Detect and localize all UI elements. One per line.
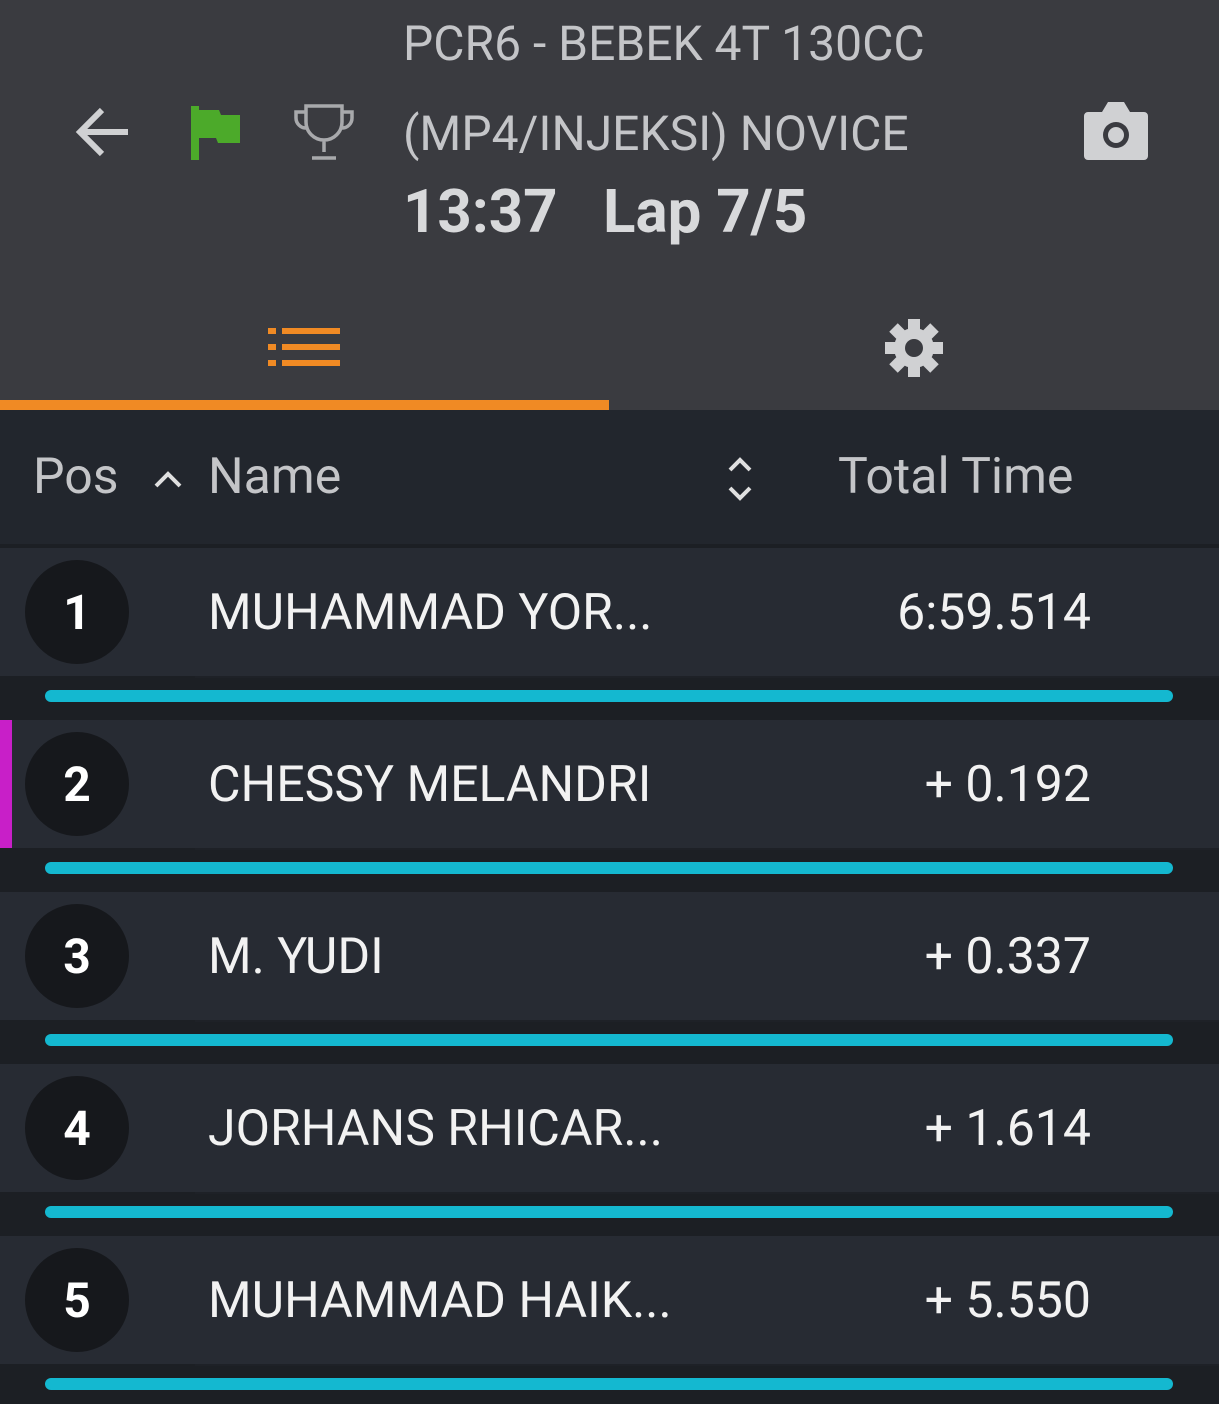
total-time: + 5.550 bbox=[924, 1272, 1091, 1330]
rider-name: MUHAMMAD HAIK... bbox=[208, 1272, 672, 1330]
total-time: + 1.614 bbox=[924, 1100, 1091, 1158]
rider-name: MUHAMMAD YOR... bbox=[208, 584, 653, 642]
flag-icon[interactable] bbox=[188, 104, 244, 162]
result-row[interactable]: 3 M. YUDI + 0.337 bbox=[0, 892, 1219, 1060]
position-badge: 5 bbox=[25, 1248, 129, 1352]
table-header bbox=[0, 410, 1219, 544]
row-separator bbox=[195, 1020, 1219, 1022]
sort-asc-icon[interactable] bbox=[150, 468, 186, 492]
row-separator bbox=[195, 1364, 1219, 1366]
row-background bbox=[0, 548, 1219, 676]
camera-button[interactable] bbox=[1082, 100, 1150, 162]
total-time: + 0.337 bbox=[924, 928, 1091, 986]
row-background bbox=[0, 892, 1219, 1020]
result-row[interactable]: 2 CHESSY MELANDRI + 0.192 bbox=[0, 720, 1219, 888]
row-background bbox=[0, 720, 1219, 848]
progress-bar bbox=[45, 690, 1173, 702]
clock: 13:37 bbox=[403, 176, 558, 247]
progress-bar bbox=[45, 1206, 1173, 1218]
title-line2: (MP4/INJEKSI) NOVICE bbox=[403, 105, 909, 162]
position-badge: 2 bbox=[25, 732, 129, 836]
row-separator bbox=[195, 676, 1219, 678]
tab-indicator bbox=[0, 400, 609, 410]
settings-tab[interactable] bbox=[884, 318, 944, 378]
row-background bbox=[0, 1064, 1219, 1192]
progress-bar bbox=[45, 1034, 1173, 1046]
rider-name: JORHANS RHICAR... bbox=[208, 1100, 663, 1158]
back-button[interactable] bbox=[70, 100, 134, 164]
row-background bbox=[0, 1236, 1219, 1364]
position-badge: 3 bbox=[25, 904, 129, 1008]
result-row[interactable]: 5 MUHAMMAD HAIK... + 5.550 bbox=[0, 1236, 1219, 1404]
progress-bar bbox=[45, 862, 1173, 874]
column-header[interactable]: Total Time bbox=[838, 448, 1074, 506]
trophy-icon[interactable] bbox=[292, 102, 356, 162]
result-row[interactable]: 4 JORHANS RHICAR... + 1.614 bbox=[0, 1064, 1219, 1232]
row-separator bbox=[195, 848, 1219, 850]
rider-name: M. YUDI bbox=[208, 928, 384, 986]
row-separator bbox=[195, 1192, 1219, 1194]
list-tab[interactable] bbox=[268, 326, 340, 368]
sort-icon[interactable] bbox=[724, 456, 756, 502]
highlight-stripe bbox=[0, 720, 12, 848]
position-badge: 1 bbox=[25, 560, 129, 664]
title-line1: PCR6 - BEBEK 4T 130CC bbox=[403, 15, 925, 72]
total-time: 6:59.514 bbox=[897, 584, 1091, 642]
rider-name: CHESSY MELANDRI bbox=[208, 756, 652, 814]
lap: Lap 7/5 bbox=[603, 176, 808, 247]
result-row[interactable]: 1 MUHAMMAD YOR... 6:59.514 bbox=[0, 548, 1219, 716]
header: PCR6 - BEBEK 4T 130CC (MP4/INJEKSI) NOVI… bbox=[0, 0, 1219, 410]
column-header[interactable]: Name bbox=[208, 448, 342, 506]
column-header[interactable]: Pos bbox=[33, 448, 119, 506]
position-badge: 4 bbox=[25, 1076, 129, 1180]
total-time: + 0.192 bbox=[924, 756, 1091, 814]
progress-bar bbox=[45, 1378, 1173, 1390]
